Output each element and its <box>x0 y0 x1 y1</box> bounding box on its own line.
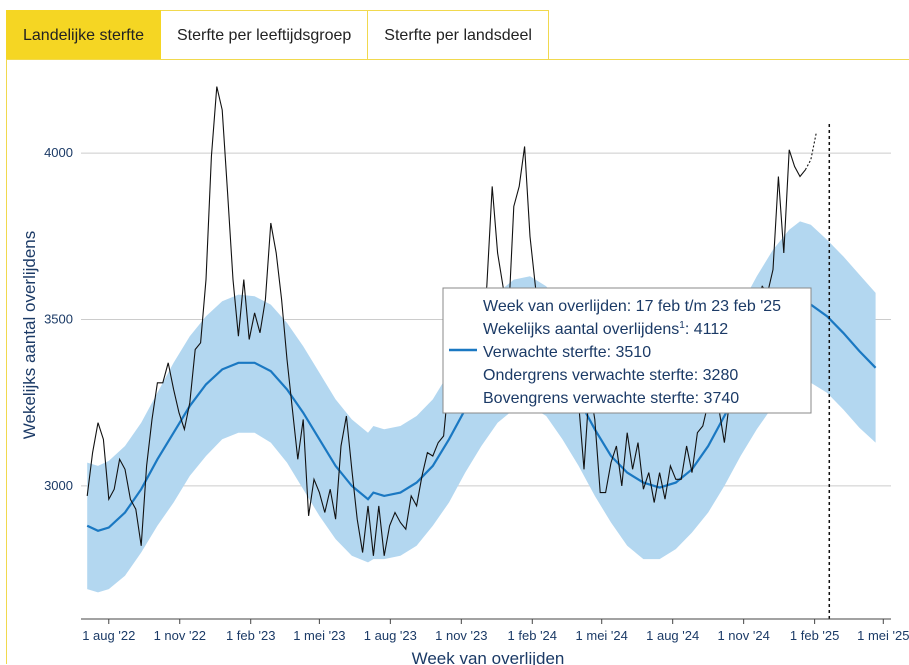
x-tick-label-2024-02-01: 1 feb '24 <box>508 628 557 643</box>
x-tick-label-2022-08-01: 1 aug '22 <box>82 628 135 643</box>
y-tick-label-3000: 3000 <box>44 478 73 493</box>
tooltip-expected: Verwachte sterfte: 3510 <box>483 344 651 361</box>
tab-sterfte-per-landsdeel[interactable]: Sterfte per landsdeel <box>368 10 549 59</box>
y-tick-label-3500: 3500 <box>44 312 73 327</box>
x-tick-label-2023-08-01: 1 aug '23 <box>364 628 417 643</box>
x-tick-label-2023-05-01: 1 mei '23 <box>293 628 345 643</box>
x-tick-label-2023-02-01: 1 feb '23 <box>226 628 275 643</box>
x-axis: 1 aug '22 1 nov '22 1 feb '23 1 mei '23 1 au… <box>81 618 909 643</box>
x-tick-label-2024-05-01: 1 mei '24 <box>576 628 628 643</box>
tooltip-box <box>442 287 812 414</box>
observed-provisional-line <box>804 133 817 171</box>
y-tick-label-4000: 4000 <box>44 145 73 160</box>
tab-bar: Landelijke sterfte Sterfte per leeftijds… <box>6 10 549 60</box>
tooltip-observed-footnote: 1 <box>679 320 685 331</box>
tab-landelijke-sterfte[interactable]: Landelijke sterfte <box>6 10 161 59</box>
tooltip-lower: Ondergrens verwachte sterfte: 3280 <box>483 367 738 384</box>
tooltip-upper: Bovengrens verwachte sterfte: 3740 <box>483 390 739 407</box>
x-tick-label-2022-11-01: 1 nov '22 <box>154 628 206 643</box>
x-tick-label-2024-08-01: 1 aug '24 <box>646 628 699 643</box>
x-tick-label-2025-02-01: 1 feb '25 <box>790 628 839 643</box>
tooltip-observed-label: Wekelijks aantal overlijdens <box>483 321 679 338</box>
tooltip: Week van overlijden: 17 feb t/m 23 feb '… <box>442 287 812 414</box>
observed-line-layer <box>86 86 817 556</box>
x-axis-title: Week van overlijden <box>412 649 565 665</box>
x-tick-label-2024-11-01: 1 nov '24 <box>717 628 769 643</box>
tooltip-week: Week van overlijden: 17 feb t/m 23 feb '… <box>483 298 781 315</box>
observed-mortality-line <box>86 86 806 556</box>
tab-sterfte-per-leeftijdsgroep[interactable]: Sterfte per leeftijdsgroep <box>160 10 369 59</box>
y-axis-title: Wekelijks aantal overlijdens <box>20 231 39 440</box>
mortality-chart[interactable]: 1 aug '22 1 nov '22 1 feb '23 1 mei '23 1 au… <box>7 60 909 665</box>
x-tick-label-2023-11-01: 1 nov '23 <box>435 628 487 643</box>
x-tick-label-2025-05-01: 1 mei '25 <box>857 628 909 643</box>
y-axis: 3000 3500 4000 <box>44 145 73 493</box>
chart-panel: 1 aug '22 1 nov '22 1 feb '23 1 mei '23 1 au… <box>6 59 909 665</box>
tooltip-observed: Wekelijks aantal overlijdens1: 4112 <box>483 320 728 338</box>
tooltip-observed-value: : 4112 <box>685 321 728 338</box>
